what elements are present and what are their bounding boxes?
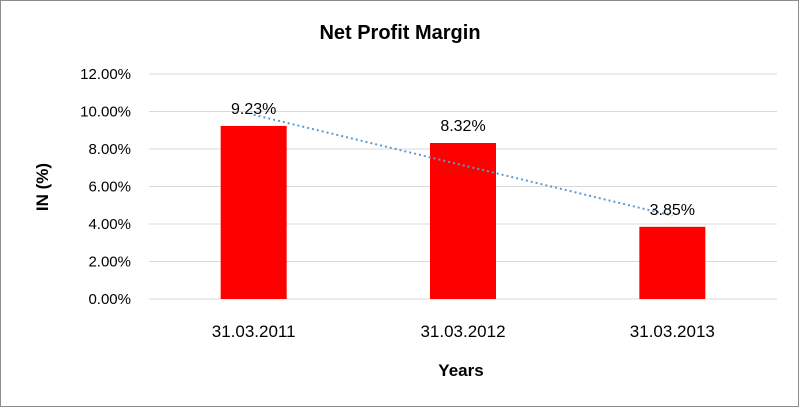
- y-tick-label: 10.00%: [80, 104, 131, 121]
- data-labels: 9.23% 8.32% 3.85%: [231, 101, 695, 219]
- y-tick-label: 12.00%: [80, 66, 131, 83]
- bar: [220, 125, 287, 299]
- y-tick-label: 2.00%: [88, 254, 131, 271]
- data-label: 9.23%: [231, 101, 276, 118]
- trendline-group: [253, 113, 673, 217]
- bars: [220, 125, 706, 299]
- y-tick-label: 6.00%: [88, 179, 131, 196]
- x-category-label: 31.03.2011: [212, 322, 296, 341]
- trendline: [253, 113, 673, 217]
- bar: [430, 143, 496, 299]
- y-tick-label: 8.00%: [88, 141, 131, 158]
- bar: [639, 226, 706, 299]
- y-tick-label: 4.00%: [88, 216, 131, 233]
- x-category-label: 31.03.2012: [420, 322, 505, 341]
- x-category-label: 31.03.2013: [630, 322, 715, 341]
- data-label: 8.32%: [440, 118, 485, 135]
- chart-title: Net Profit Margin: [319, 22, 480, 44]
- y-axis-title: IN (%): [33, 163, 52, 211]
- y-axis-ticks: 0.00% 2.00% 4.00% 6.00% 8.00% 10.00% 12.00%: [80, 66, 131, 308]
- x-axis-title: Years: [438, 361, 483, 380]
- y-tick-label: 0.00%: [88, 291, 131, 308]
- data-label: 3.85%: [650, 202, 695, 219]
- x-axis-categories: 31.03.2011 31.03.2012 31.03.2013: [212, 322, 715, 341]
